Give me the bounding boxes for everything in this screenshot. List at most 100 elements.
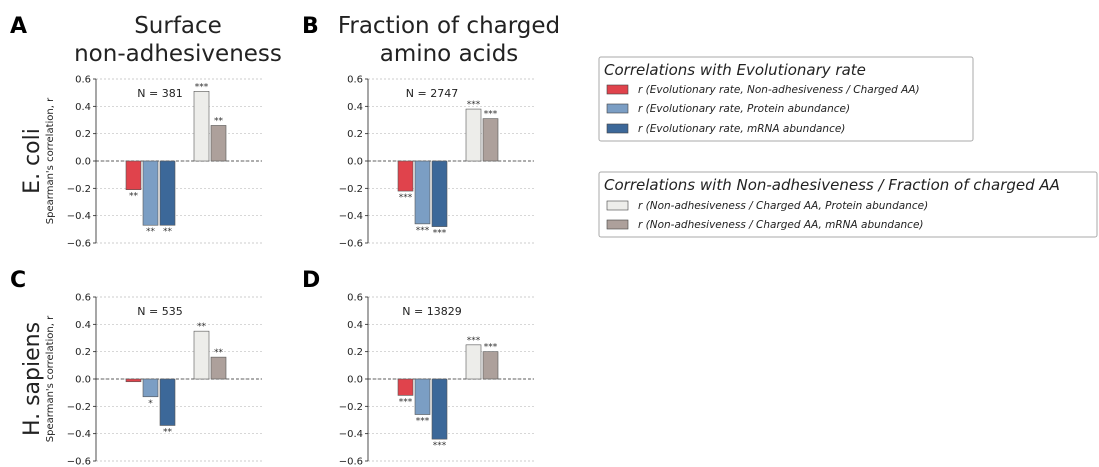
bar: [193, 330, 210, 380]
significance-label: ***: [467, 336, 481, 346]
bar: [414, 378, 431, 415]
y-tick-label: 0.2: [75, 347, 91, 358]
significance-label: **: [163, 427, 173, 437]
legend-swatch: [606, 200, 629, 211]
legend-item-label: r (Evolutionary rate, mRNA abundance): [638, 123, 845, 135]
bar: [159, 160, 176, 226]
y-tick-label: 0.0: [347, 375, 363, 386]
row-label-hsapiens: H. sapiens: [20, 322, 45, 436]
bar: [125, 378, 142, 383]
bar: [125, 160, 142, 191]
y-tick-label: −0.6: [339, 239, 363, 250]
y-tick-label: 0.0: [75, 157, 91, 168]
y-tick-label: 0.6: [347, 293, 363, 304]
y-tick-label: 0.0: [347, 157, 363, 168]
column-title-b-line2: amino acids: [380, 41, 519, 67]
y-axis-title-bottom: Spearman's correlation, r: [45, 315, 56, 442]
bar: [210, 125, 227, 162]
y-tick-label: −0.2: [339, 184, 363, 195]
panel-letter-b: B: [302, 14, 319, 39]
y-tick-label: 0.6: [347, 75, 363, 86]
significance-label: ***: [416, 417, 430, 427]
y-axis-title-top: Spearman's correlation, r: [45, 97, 56, 224]
legend-item-label: r (Non-adhesiveness / Charged AA, mRNA a…: [638, 219, 924, 231]
y-tick-label: −0.4: [339, 429, 363, 440]
bar: [414, 160, 431, 225]
y-tick-label: 0.6: [75, 75, 91, 86]
significance-label: ***: [484, 110, 498, 120]
bar: [210, 356, 227, 380]
significance-label: **: [214, 116, 224, 126]
bar: [482, 118, 499, 162]
y-tick-label: −0.4: [67, 211, 91, 222]
y-tick-label: 0.6: [75, 293, 91, 304]
legend-title: Correlations with Evolutionary rate: [604, 61, 866, 79]
column-title-a-line2: non-adhesiveness: [74, 41, 282, 67]
bar: [397, 160, 414, 192]
significance-label: *: [148, 399, 153, 409]
column-title-a-line1: Surface: [134, 13, 222, 39]
chart-panel-d: −0.6−0.4−0.20.00.20.40.6N = 13829*******…: [339, 293, 534, 467]
significance-label: ***: [467, 100, 481, 110]
y-tick-label: 0.2: [75, 129, 91, 140]
y-tick-label: 0.2: [347, 129, 363, 140]
y-tick-label: −0.4: [339, 211, 363, 222]
significance-label: ***: [433, 441, 447, 451]
bar: [465, 108, 482, 162]
sample-size-label: N = 381: [137, 87, 182, 100]
bar: [142, 378, 159, 398]
panel-letter-a: A: [10, 14, 27, 39]
significance-label: **: [163, 227, 173, 237]
y-tick-label: −0.4: [67, 429, 91, 440]
significance-label: **: [197, 322, 207, 332]
legend-box: [598, 171, 1098, 238]
bar: [431, 378, 448, 440]
bar: [159, 378, 176, 426]
legend-item-label: r (Evolutionary rate, Protein abundance): [638, 103, 850, 115]
panel-letter-c: C: [10, 268, 26, 293]
legend-item-label: r (Non-adhesiveness / Charged AA, Protei…: [638, 200, 928, 212]
significance-label: ***: [416, 226, 430, 236]
legend-swatch: [606, 103, 629, 114]
sample-size-label: N = 13829: [402, 305, 461, 318]
legend-title: Correlations with Non-adhesiveness / Fra…: [604, 176, 1060, 194]
legend-non-adhesiveness: Correlations with Non-adhesiveness / Fra…: [598, 171, 1098, 238]
y-tick-label: −0.6: [67, 457, 91, 467]
y-tick-label: 0.2: [347, 347, 363, 358]
significance-label: ***: [484, 343, 498, 353]
bar: [397, 378, 414, 396]
significance-label: ***: [195, 82, 209, 92]
significance-label: **: [129, 192, 139, 202]
legend-swatch: [606, 84, 629, 95]
significance-label: ***: [399, 397, 413, 407]
sample-size-label: N = 535: [137, 305, 182, 318]
sample-size-label: N = 2747: [406, 87, 458, 100]
y-tick-label: 0.4: [347, 102, 363, 113]
bar: [142, 160, 159, 226]
significance-label: **: [146, 227, 156, 237]
y-tick-label: 0.4: [75, 102, 91, 113]
y-tick-label: −0.2: [67, 402, 91, 413]
bar: [193, 91, 210, 162]
bar: [482, 351, 499, 380]
y-tick-label: −0.2: [67, 184, 91, 195]
y-tick-label: −0.6: [339, 457, 363, 467]
y-tick-label: −0.6: [67, 239, 91, 250]
legend-item-label: r (Evolutionary rate, Non-adhesiveness /…: [638, 84, 920, 96]
significance-label: **: [214, 348, 224, 358]
chart-panel-b: −0.6−0.4−0.20.00.20.40.6N = 2747****** **…: [339, 75, 534, 250]
bar: [465, 344, 482, 380]
legend-box: [598, 56, 974, 142]
column-title-b-line1: Fraction of charged: [338, 13, 560, 39]
legend-evolutionary-rate: Correlations with Evolutionary rate r (E…: [598, 56, 974, 142]
y-tick-label: 0.4: [347, 320, 363, 331]
significance-label: ***: [399, 193, 413, 203]
row-label-ecoli: E. coli: [20, 128, 45, 194]
chart-panel-c: −0.6−0.4−0.20.00.20.40.6N = 535*******: [67, 293, 262, 467]
significance-label: ***: [433, 229, 447, 239]
legend-swatch: [606, 123, 629, 134]
bar: [431, 160, 448, 227]
panel-letter-d: D: [302, 268, 320, 293]
y-tick-label: −0.2: [339, 402, 363, 413]
